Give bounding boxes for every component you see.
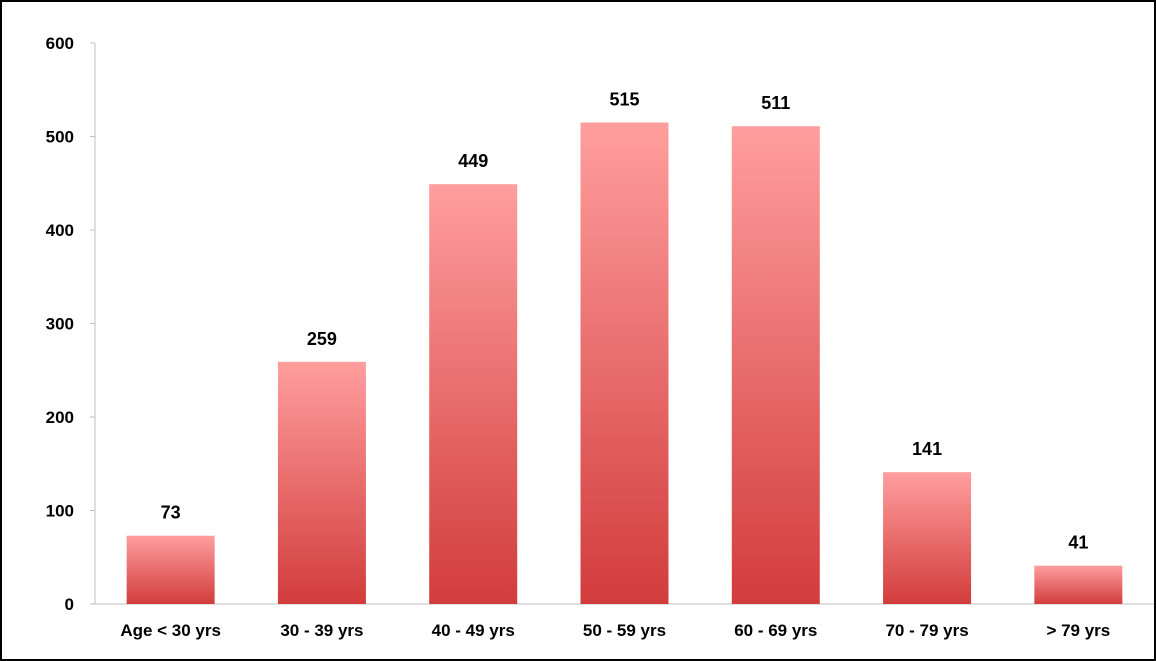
x-tick-label: 30 - 39 yrs — [280, 621, 363, 640]
bar — [731, 126, 820, 604]
y-tick-label: 300 — [46, 315, 74, 334]
x-tick-label: 70 - 79 yrs — [885, 621, 968, 640]
x-tick-label: 60 - 69 yrs — [734, 621, 817, 640]
y-tick-label: 200 — [46, 408, 74, 427]
bar — [580, 122, 669, 604]
bar — [1034, 565, 1123, 604]
labels: 73 Age < 30 yrs 259 30 - 39 yrs 449 40 - 49 y… — [120, 89, 1110, 640]
data-label: 73 — [161, 503, 181, 523]
axes: 0 100 200 300 400 500 600 — [46, 34, 1154, 614]
bar — [429, 184, 518, 604]
data-label: 449 — [458, 151, 488, 171]
data-label: 511 — [761, 93, 790, 113]
data-label: 515 — [609, 89, 639, 109]
bars — [126, 122, 1123, 604]
data-label: 141 — [912, 439, 942, 459]
bar — [883, 472, 972, 604]
y-tick-label: 0 — [65, 595, 74, 614]
x-tick-label: 50 - 59 yrs — [583, 621, 666, 640]
x-tick-label: Age < 30 yrs — [120, 621, 221, 640]
bar — [126, 535, 215, 604]
y-tick-label: 100 — [46, 502, 74, 521]
data-label: 41 — [1068, 533, 1088, 553]
data-label: 259 — [307, 329, 337, 349]
x-tick-label: 40 - 49 yrs — [432, 621, 515, 640]
y-tick-label: 400 — [46, 221, 74, 240]
x-tick-label: > 79 yrs — [1046, 621, 1110, 640]
y-tick-label: 500 — [46, 128, 74, 147]
bar — [277, 361, 366, 604]
y-tick-label: 600 — [46, 34, 74, 53]
